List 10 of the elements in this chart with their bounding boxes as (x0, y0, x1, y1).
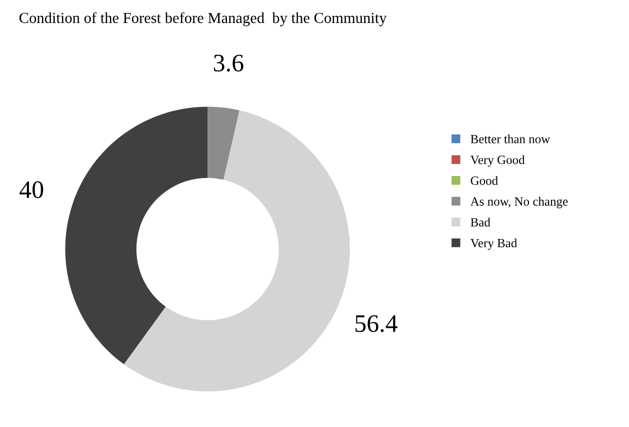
legend-label: Bad (470, 218, 490, 227)
data-label: 56.4 (356, 315, 398, 332)
chart-title: Condition of the Forest before Managed by the Community (20, 12, 387, 26)
legend-label: Good (470, 176, 498, 185)
legend-label: Better than now (470, 134, 550, 144)
legend-label: Very Bad (470, 238, 518, 250)
data-label: 40 (20, 181, 44, 198)
legend-label: As now, No change (470, 196, 568, 208)
data-label: 3.6 (214, 54, 244, 72)
legend-label: Very Good (470, 155, 525, 167)
